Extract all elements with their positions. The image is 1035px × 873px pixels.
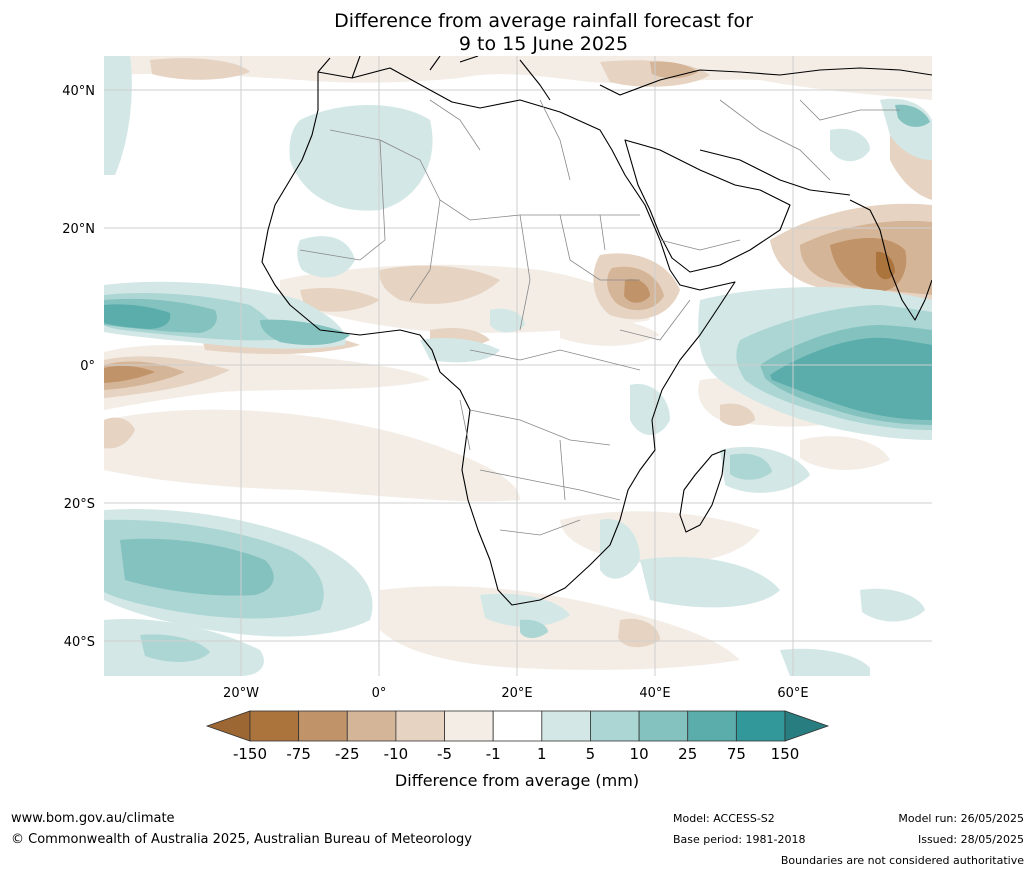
coastlines [261,56,932,606]
colorbar-tick-label: -10 [384,745,409,763]
colorbar-tick-label: 25 [678,745,697,763]
lat-label-20s: 20°S [64,497,95,512]
colorbar-tick-label: 1 [537,745,547,763]
colorbar-cell [249,710,300,742]
country-borders [299,99,900,536]
colorbar-cell [687,710,737,742]
longitude-labels: 20°W 0° 20°E 40°E 60°E [223,686,809,701]
colorbar: -150 -75 -25 -10 -5 -1 1 5 10 25 75 150 Difference … [205,710,830,790]
lon-label-20w: 20°W [223,686,259,701]
footer: www.bom.gov.au/climate © Commonwealth of… [11,811,1024,867]
website-link[interactable]: www.bom.gov.au/climate [11,811,175,826]
colorbar-tick-label: -1 [486,745,501,763]
colorbar-tick-label: 150 [771,745,800,763]
colorbar-tick-label: -25 [335,745,360,763]
colorbar-label: Difference from average (mm) [395,771,639,790]
colorbar-cell [395,710,445,742]
map-frame [104,56,932,676]
colorbar-tick-label: -75 [286,745,311,763]
colorbar-low-extend [205,710,251,742]
colorbar-cell [492,710,543,742]
colorbar-cell [735,710,786,742]
model-run-text: Model run: 26/05/2025 [898,812,1024,825]
map-title-line2: 9 to 15 June 2025 [458,33,629,55]
lon-label-20e: 20°E [501,686,532,701]
lon-label-40e: 40°E [639,686,670,701]
colorbar-cell [590,710,640,742]
colorbar-cell [298,710,348,742]
colorbar-tick-label: -150 [233,745,267,763]
map-title-line1: Difference from average rainfall forecas… [334,10,753,32]
colorbar-tick-label: 75 [727,745,746,763]
lat-label-0: 0° [80,359,95,374]
colorbar-high-extend [784,710,830,742]
colorbar-tick-label: 10 [630,745,649,763]
boundaries-disclaimer: Boundaries are not considered authoritat… [781,854,1024,867]
copyright-text: © Commonwealth of Australia 2025, Austra… [11,832,472,847]
colorbar-tick-label: -5 [437,745,452,763]
base-period-text: Base period: 1981-2018 [673,833,805,846]
lat-label-40s: 40°S [64,635,95,650]
model-text: Model: ACCESS-S2 [673,812,775,825]
map-title: Difference from average rainfall forecas… [0,10,1035,56]
colorbar-cell [638,710,689,742]
latitude-labels: 40°N 20°N 0° 20°S 40°S [62,84,95,650]
wet-anomaly-fields [104,56,932,676]
graticule [104,56,932,676]
lon-label-60e: 60°E [777,686,808,701]
rainfall-anomaly-fields [104,56,932,670]
colorbar-cell [541,710,591,742]
issued-text: Issued: 28/05/2025 [918,833,1024,846]
lat-label-20n: 20°N [62,222,95,237]
lon-label-0: 0° [372,686,387,701]
colorbar-cell [444,710,494,742]
colorbar-tick-label: 5 [586,745,596,763]
lat-label-40n: 40°N [62,84,95,99]
colorbar-cell [346,710,397,742]
